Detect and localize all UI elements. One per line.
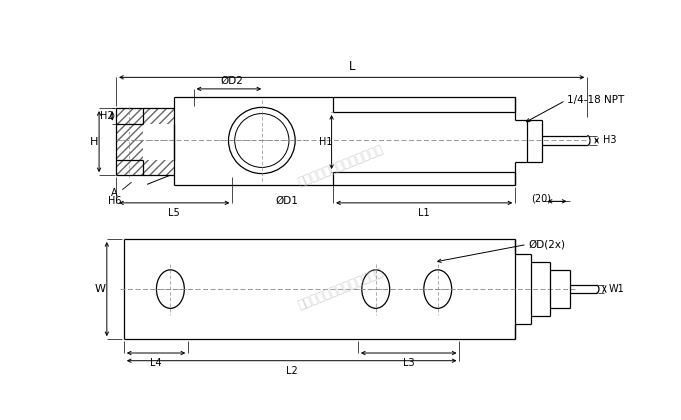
Circle shape	[235, 113, 289, 168]
Text: 广州众镁自动化科技有限公司: 广州众镁自动化科技有限公司	[296, 266, 385, 312]
Circle shape	[229, 108, 295, 173]
Text: L5: L5	[168, 208, 180, 218]
Text: W1: W1	[608, 284, 624, 294]
Text: A: A	[111, 188, 118, 198]
Text: ØD1: ØD1	[275, 196, 298, 205]
Bar	[116, 108, 143, 175]
Text: W: W	[95, 284, 106, 294]
Ellipse shape	[157, 270, 185, 308]
Text: 1/4-18 NPT: 1/4-18 NPT	[567, 95, 624, 105]
Text: 广州众镁自动化科技有限公司: 广州众镁自动化科技有限公司	[296, 143, 385, 189]
Text: (20): (20)	[530, 193, 551, 203]
Ellipse shape	[424, 270, 452, 308]
Text: H6: H6	[108, 196, 121, 205]
Text: L: L	[349, 60, 355, 74]
Bar	[143, 108, 174, 123]
Text: H3: H3	[603, 136, 616, 145]
Bar	[143, 160, 174, 175]
Ellipse shape	[362, 270, 390, 308]
Text: H: H	[89, 136, 98, 147]
Text: H1: H1	[319, 137, 332, 147]
Text: L1: L1	[418, 208, 430, 218]
Text: L4: L4	[151, 358, 162, 368]
Text: H2: H2	[100, 111, 114, 121]
Text: ØD(2x): ØD(2x)	[528, 239, 565, 249]
Text: L3: L3	[403, 358, 415, 368]
Text: L2: L2	[286, 366, 298, 376]
Text: ØD2: ØD2	[220, 76, 243, 86]
